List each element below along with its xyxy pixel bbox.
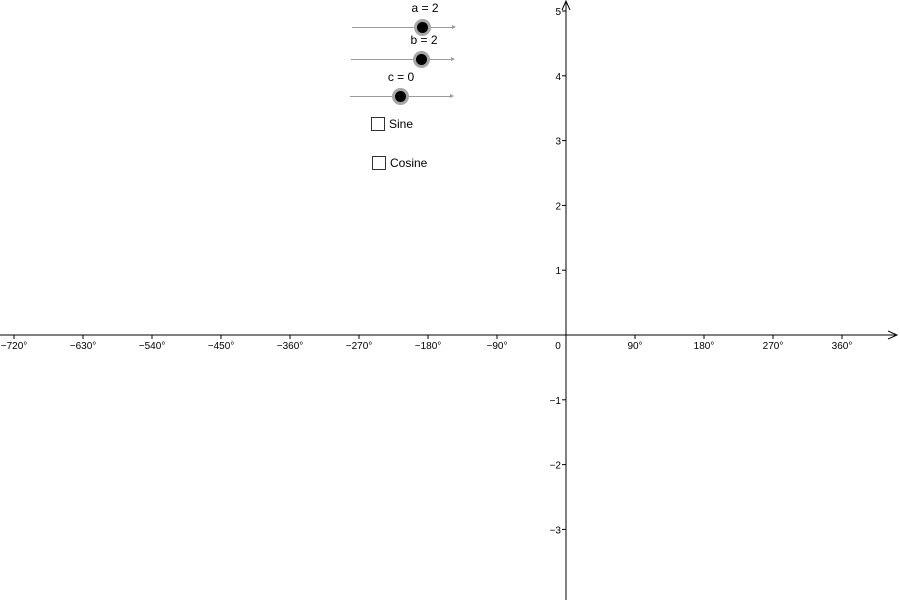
x-tick-label: −90° (487, 341, 508, 352)
y-tick-label: −3 (550, 525, 562, 536)
sine-checkbox-row[interactable]: Sine (371, 117, 413, 131)
slider-b-label: b = 2 (410, 33, 438, 47)
y-tick-label: 2 (555, 201, 561, 212)
y-tick-label: 1 (555, 266, 561, 277)
y-tick-label: −1 (550, 396, 562, 407)
x-tick-label: −180° (415, 341, 442, 352)
y-tick-label: 3 (555, 137, 561, 148)
y-axis-arrow (561, 0, 571, 11)
sine-checkbox[interactable] (371, 117, 385, 131)
slider-c-label: c = 0 (387, 70, 415, 84)
x-tick-label: −630° (70, 341, 97, 352)
slider-b-track[interactable] (351, 59, 451, 60)
x-tick-label: 90° (627, 341, 642, 352)
slider-a-label: a = 2 (411, 1, 439, 15)
slider-a-track-end (452, 25, 456, 29)
x-tick-label: 0 (555, 341, 561, 352)
slider-a-knob[interactable] (414, 19, 431, 36)
x-axis-arrow (887, 330, 899, 340)
cosine-checkbox-row[interactable]: Cosine (372, 156, 427, 170)
x-tick-label: −720° (1, 341, 28, 352)
y-tick-label: −2 (550, 461, 562, 472)
y-tick-label: 5 (555, 7, 561, 18)
x-tick-label: −270° (346, 341, 373, 352)
slider-b-track-end (451, 57, 455, 61)
x-tick-label: −540° (139, 341, 166, 352)
slider-a-track[interactable] (352, 27, 452, 28)
slider-c-knob[interactable] (392, 88, 409, 105)
x-tick-label: −450° (208, 341, 235, 352)
x-tick-label: 180° (694, 341, 715, 352)
slider-b-knob[interactable] (413, 51, 430, 68)
x-tick-label: 360° (832, 341, 853, 352)
x-tick-label: 270° (763, 341, 784, 352)
slider-c-track-end (450, 94, 454, 98)
y-tick-label: 4 (555, 72, 561, 83)
cosine-checkbox[interactable] (372, 156, 386, 170)
cosine-checkbox-label[interactable]: Cosine (390, 156, 428, 170)
sine-checkbox-label[interactable]: Sine (389, 117, 414, 131)
x-tick-label: −360° (277, 341, 304, 352)
